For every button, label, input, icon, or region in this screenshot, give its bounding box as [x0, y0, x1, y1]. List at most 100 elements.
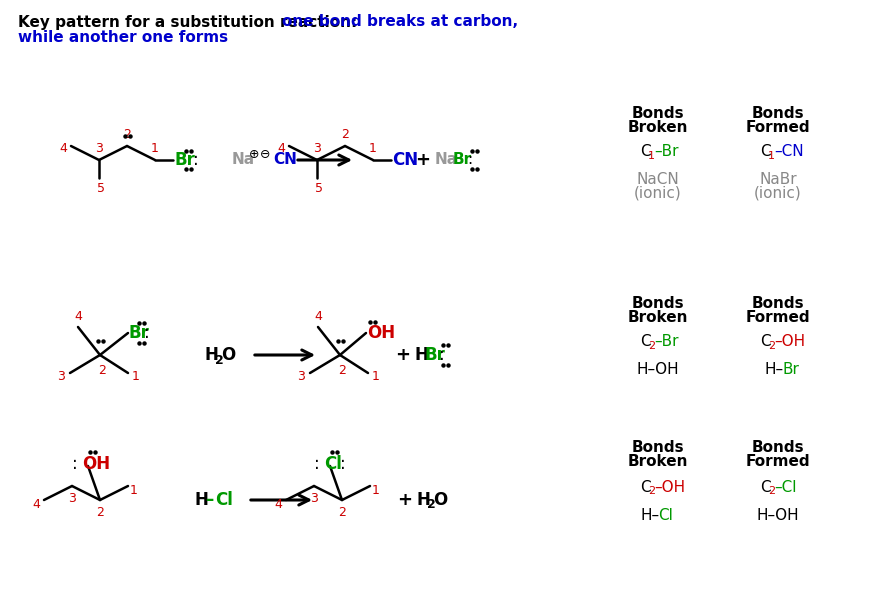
- Text: :: :: [439, 346, 445, 364]
- Text: 2: 2: [338, 365, 346, 377]
- Text: 4: 4: [74, 311, 82, 324]
- Text: NaCN: NaCN: [636, 172, 679, 188]
- Text: 3: 3: [297, 371, 305, 383]
- Text: Bonds: Bonds: [752, 105, 804, 120]
- Text: Key pattern for a substitution reaction:: Key pattern for a substitution reaction:: [18, 14, 363, 29]
- Text: CN: CN: [392, 151, 418, 169]
- Text: :: :: [193, 151, 198, 169]
- Text: 2: 2: [338, 505, 346, 519]
- Text: 1: 1: [372, 371, 380, 383]
- Text: Na: Na: [232, 153, 255, 167]
- Text: Br: Br: [425, 346, 446, 364]
- Text: H–OH: H–OH: [636, 362, 679, 377]
- Text: while another one forms: while another one forms: [18, 30, 228, 45]
- Text: OH: OH: [82, 455, 110, 473]
- Text: H–: H–: [640, 508, 659, 523]
- Text: –Cl: –Cl: [774, 480, 796, 495]
- Text: CN: CN: [273, 153, 297, 167]
- Text: C: C: [760, 334, 771, 349]
- Text: –Br: –Br: [654, 144, 678, 160]
- Text: Cl: Cl: [658, 508, 673, 523]
- Text: Formed: Formed: [746, 455, 810, 470]
- Text: O: O: [221, 346, 235, 364]
- Text: 4: 4: [277, 141, 285, 154]
- Text: H: H: [205, 346, 218, 364]
- Text: 1: 1: [130, 485, 138, 498]
- Text: Cl: Cl: [215, 491, 232, 509]
- Text: 4: 4: [274, 498, 282, 511]
- Text: Broken: Broken: [628, 455, 688, 470]
- Text: 5: 5: [315, 182, 323, 195]
- Text: 5: 5: [97, 182, 105, 195]
- Text: 1: 1: [648, 151, 655, 161]
- Text: (ionic): (ionic): [754, 185, 801, 200]
- Text: 1: 1: [151, 142, 159, 156]
- Text: 2: 2: [98, 365, 106, 377]
- Text: :: :: [72, 455, 78, 473]
- Text: Bonds: Bonds: [632, 296, 684, 311]
- Text: 4: 4: [314, 311, 322, 324]
- Text: (ionic): (ionic): [635, 185, 682, 200]
- Text: O: O: [433, 491, 447, 509]
- Text: Broken: Broken: [628, 309, 688, 324]
- Text: C: C: [760, 144, 771, 160]
- Text: 2: 2: [648, 341, 656, 351]
- Text: H: H: [415, 346, 429, 364]
- Text: –OH: –OH: [654, 480, 685, 495]
- Text: H–: H–: [764, 362, 783, 377]
- Text: 2: 2: [123, 129, 131, 141]
- Text: 2: 2: [341, 129, 349, 141]
- Text: C: C: [760, 480, 771, 495]
- Text: Br: Br: [128, 324, 149, 342]
- Text: Na: Na: [435, 153, 458, 167]
- Text: +: +: [415, 151, 431, 169]
- Text: :: :: [340, 455, 346, 473]
- Text: –Br: –Br: [654, 334, 678, 349]
- Text: 3: 3: [57, 371, 65, 383]
- Text: 3: 3: [310, 492, 318, 504]
- Text: Bonds: Bonds: [752, 296, 804, 311]
- Text: Bonds: Bonds: [632, 105, 684, 120]
- Text: :: :: [314, 455, 320, 473]
- Text: :: :: [144, 324, 149, 342]
- Text: Br: Br: [174, 151, 195, 169]
- Text: one bond breaks at carbon,: one bond breaks at carbon,: [282, 14, 518, 29]
- Text: 4: 4: [32, 498, 40, 511]
- Text: H: H: [417, 491, 431, 509]
- Text: :: :: [467, 153, 472, 167]
- Text: 3: 3: [95, 142, 103, 156]
- Text: C: C: [640, 480, 650, 495]
- Text: 2: 2: [768, 486, 775, 496]
- Text: 3: 3: [313, 142, 321, 156]
- Text: 1: 1: [369, 142, 377, 156]
- Text: 1: 1: [132, 371, 140, 383]
- Text: +: +: [396, 346, 411, 364]
- Text: 2: 2: [96, 505, 104, 519]
- Text: 1: 1: [768, 151, 775, 161]
- Text: Cl: Cl: [324, 455, 342, 473]
- Text: 2: 2: [768, 341, 775, 351]
- Text: ⊕: ⊕: [249, 148, 260, 162]
- Text: Formed: Formed: [746, 309, 810, 324]
- Text: +: +: [398, 491, 413, 509]
- Text: Bonds: Bonds: [752, 440, 804, 455]
- Text: –OH: –OH: [774, 334, 805, 349]
- Text: ⊖: ⊖: [260, 148, 270, 162]
- Text: Br: Br: [453, 153, 472, 167]
- Text: NaBr: NaBr: [760, 172, 797, 188]
- Text: 3: 3: [68, 492, 76, 504]
- Text: –: –: [205, 491, 213, 509]
- Text: 2: 2: [648, 486, 656, 496]
- Text: 2: 2: [427, 498, 436, 511]
- Text: –CN: –CN: [774, 144, 803, 160]
- Text: OH: OH: [367, 324, 395, 342]
- Text: 1: 1: [372, 485, 380, 498]
- Text: H: H: [195, 491, 209, 509]
- Text: 4: 4: [59, 141, 67, 154]
- Text: 2: 2: [215, 353, 224, 367]
- Text: Broken: Broken: [628, 120, 688, 135]
- Text: C: C: [640, 144, 650, 160]
- Text: Bonds: Bonds: [632, 440, 684, 455]
- Text: Br: Br: [782, 362, 799, 377]
- Text: H–OH: H–OH: [757, 508, 800, 523]
